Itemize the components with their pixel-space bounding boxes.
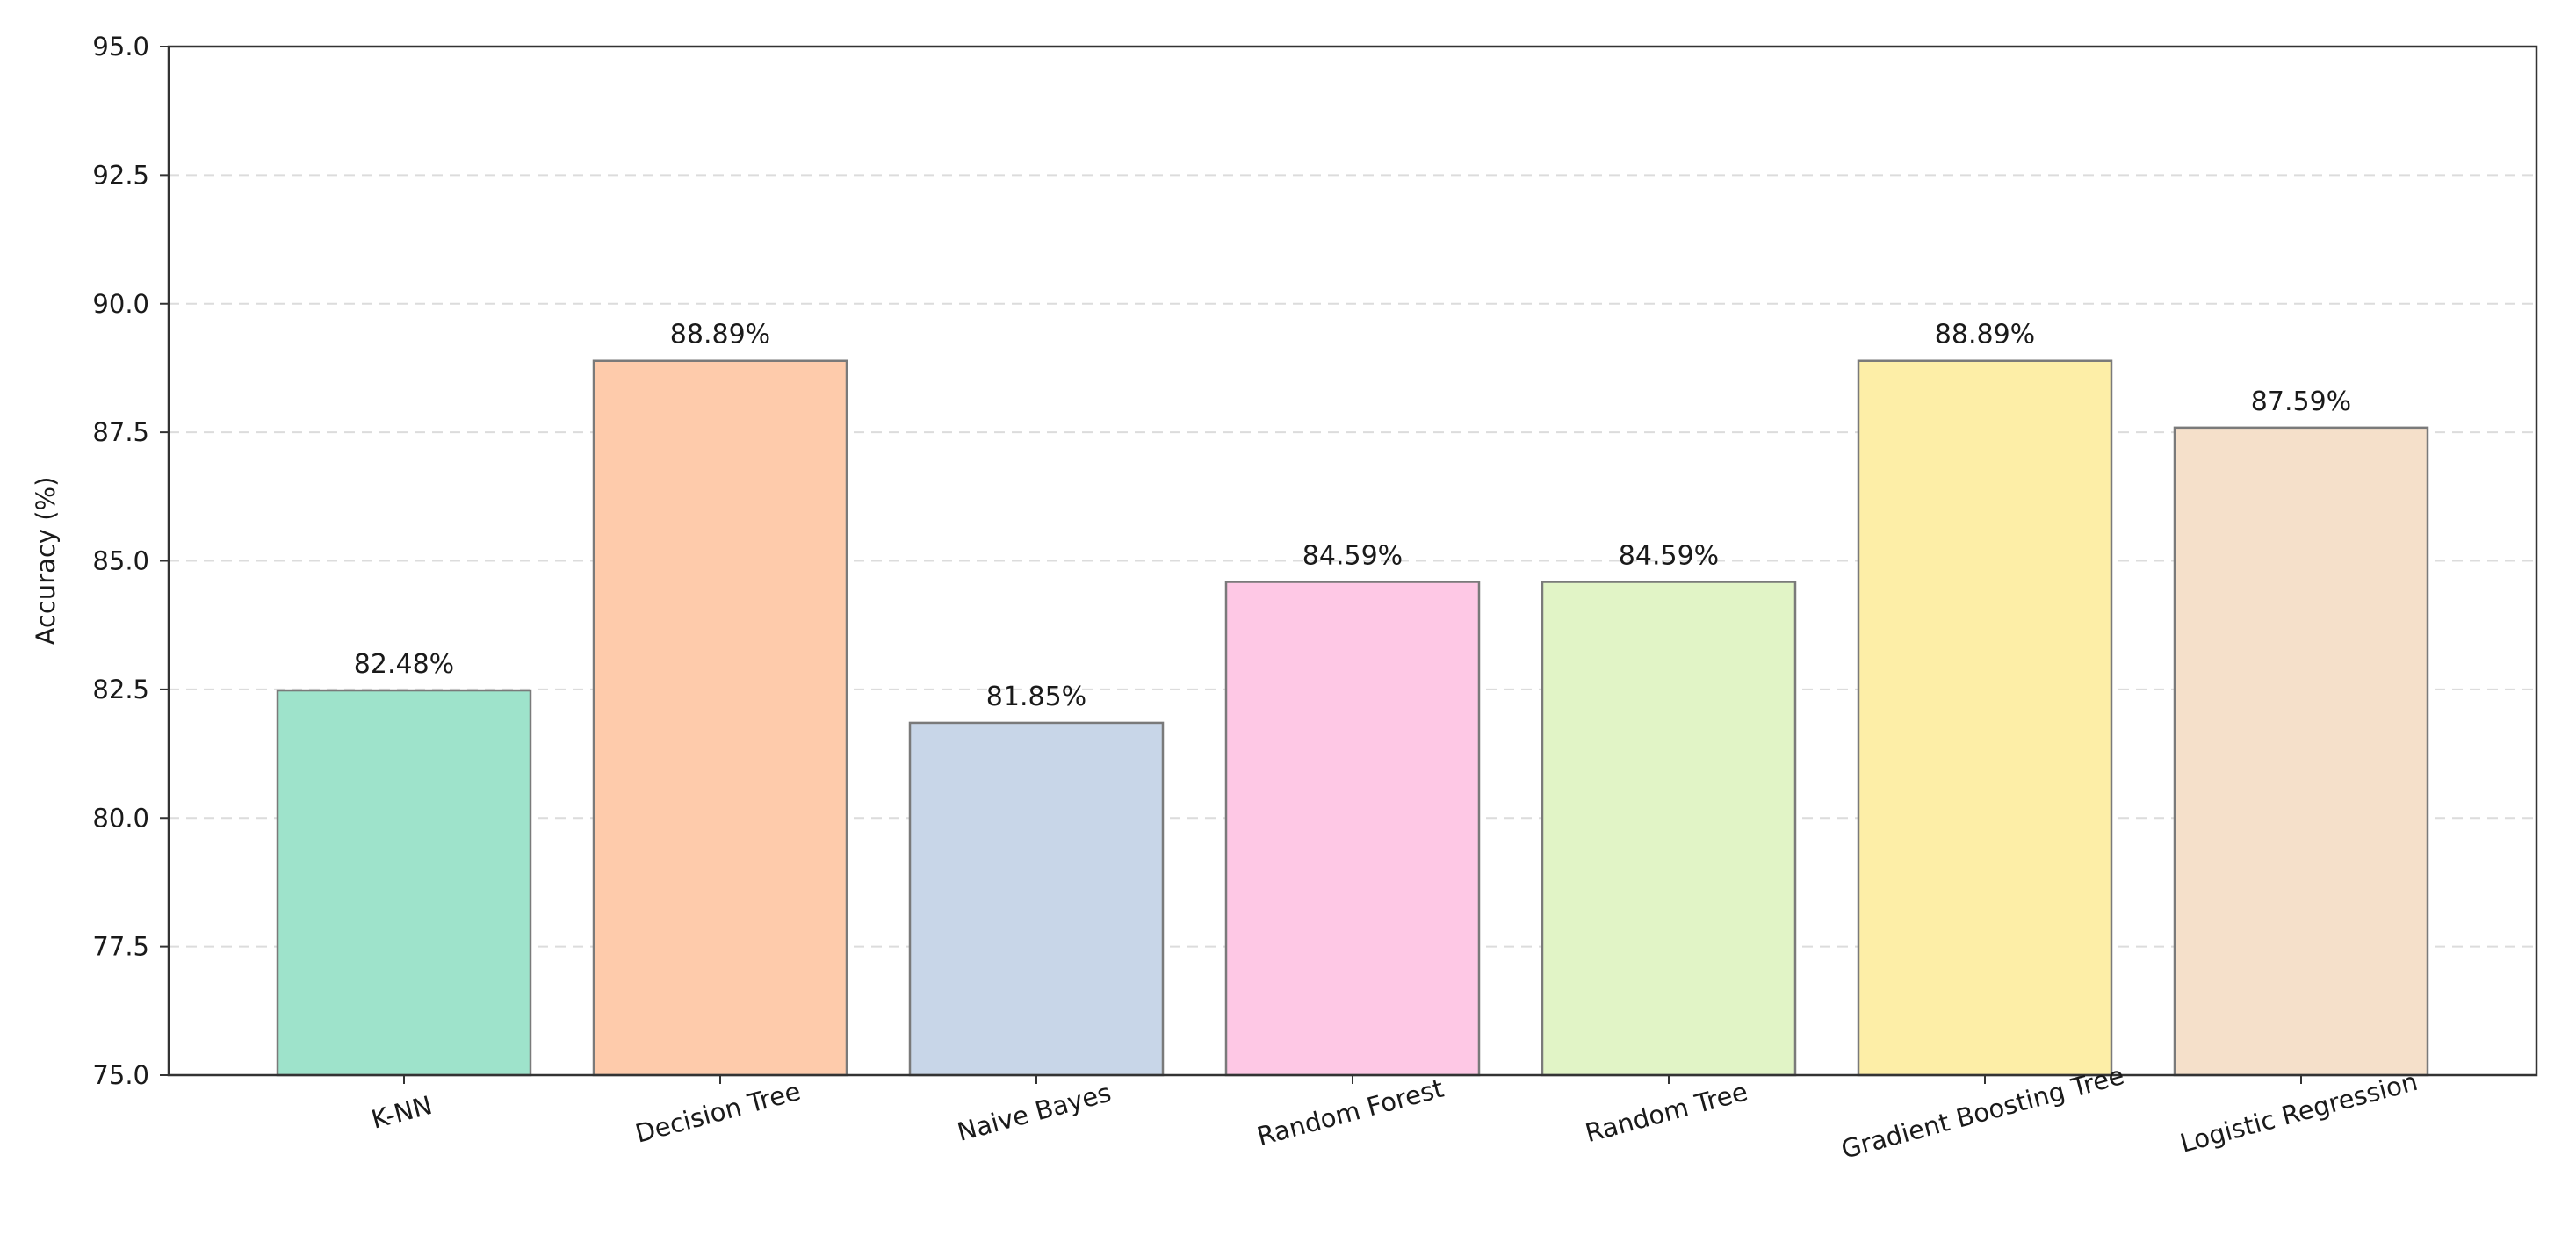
y-tick-label: 85.0 <box>92 546 149 576</box>
x-tick-label: Naive Bayes <box>954 1078 1114 1147</box>
y-tick-label: 75.0 <box>92 1060 149 1090</box>
data-labels: 82.48% 88.89% 81.85% 84.59% 84.59% 88.89% 87.5… <box>354 320 2351 712</box>
y-axis: 75.0 77.5 80.0 82.5 85.0 87.5 90.0 92.5 95.0 <box>92 32 169 1090</box>
bar <box>592 359 848 1077</box>
x-tick-label: Random Tree <box>1582 1076 1750 1148</box>
y-tick-label: 92.5 <box>92 160 149 190</box>
x-tick-label: K-NN <box>368 1090 435 1135</box>
bar-value-label: 88.89% <box>670 320 770 350</box>
bar <box>2173 426 2429 1077</box>
bar <box>1857 359 2113 1077</box>
bar <box>1224 581 1481 1077</box>
bar-value-label: 88.89% <box>1935 320 2035 350</box>
bar <box>908 721 1165 1077</box>
y-tick-label: 82.5 <box>92 675 149 704</box>
y-tick-label: 77.5 <box>92 932 149 962</box>
x-tick-label: Random Forest <box>1254 1073 1447 1152</box>
y-tick-label: 80.0 <box>92 803 149 833</box>
bar <box>276 689 532 1077</box>
y-tick-label: 90.0 <box>92 289 149 319</box>
y-axis-title: Accuracy (%) <box>31 477 61 646</box>
bars <box>276 359 2429 1077</box>
bar-value-label: 81.85% <box>986 682 1086 712</box>
bar-value-label: 84.59% <box>1619 541 1719 572</box>
y-tick-label: 87.5 <box>92 417 149 447</box>
y-tick-label: 95.0 <box>92 32 149 61</box>
bar-value-label: 82.48% <box>354 649 454 680</box>
bar-value-label: 87.59% <box>2251 386 2351 417</box>
bar-value-label: 84.59% <box>1302 541 1403 572</box>
x-tick-label: Decision Tree <box>632 1076 804 1149</box>
bar <box>1541 581 1797 1077</box>
x-tick-label: Logistic Regression <box>2177 1066 2421 1159</box>
